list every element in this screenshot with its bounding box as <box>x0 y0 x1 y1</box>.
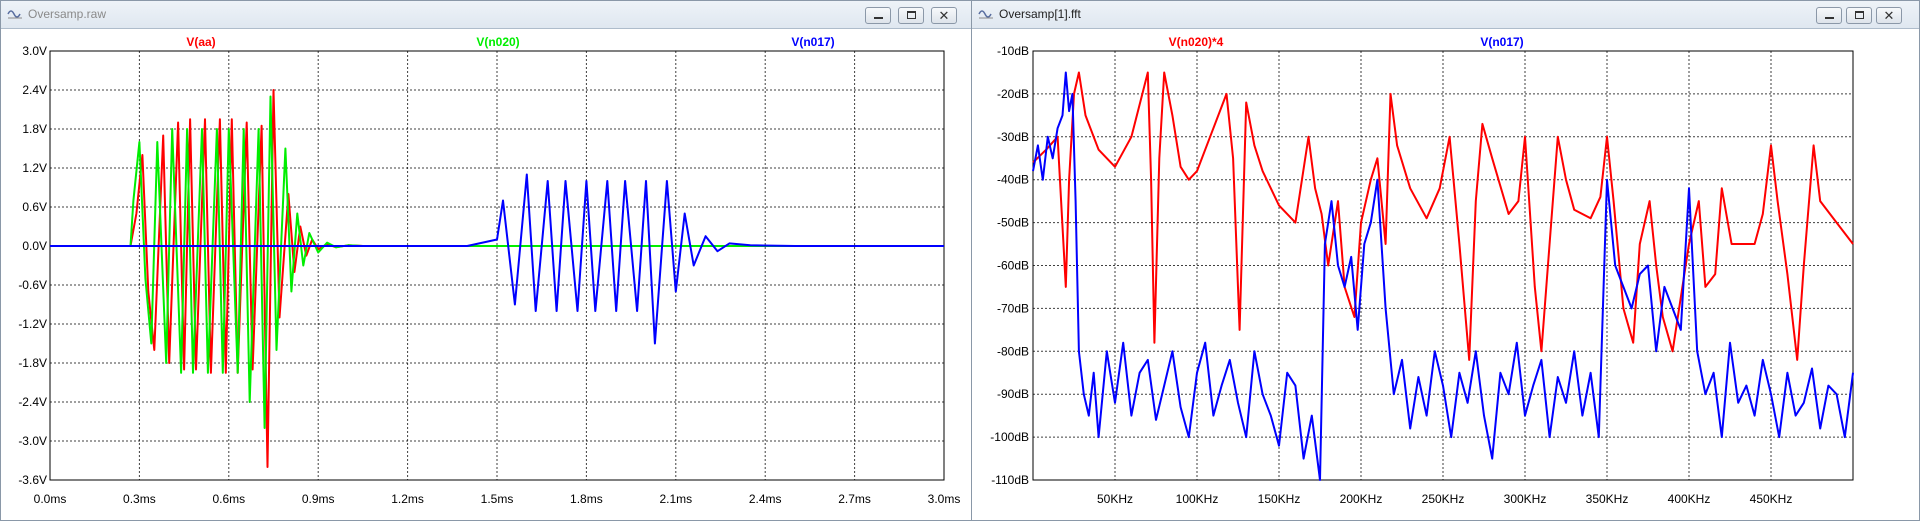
fft-close-button[interactable]: ✕ <box>1876 7 1902 24</box>
legend-entry: V(n020) <box>476 35 519 49</box>
waveform-window-title: Oversamp.raw <box>28 7 107 21</box>
legend-entry: V(n017) <box>1480 35 1523 49</box>
maximize-icon <box>907 11 916 19</box>
y-tick-label: -40dB <box>997 173 1029 187</box>
fft-plot[interactable]: -10dB -20dB -30dB -40dB -50dB -60dB -70dB -80dB… <box>972 1 1919 520</box>
x-tick-label: 450KHz <box>1750 492 1793 506</box>
x-tick-label: 0.9ms <box>302 492 335 506</box>
series-line-v-n020-4 <box>1032 71 1854 361</box>
y-tick-label: -80dB <box>997 344 1029 358</box>
waveform-window[interactable]: Oversamp.raw ✕ 3.0V 2.4V 1.8V 1.2V 0.6V 0.0V -… <box>0 0 976 521</box>
x-tick-label: 200KHz <box>1340 492 1383 506</box>
waveform-app-icon <box>7 10 22 19</box>
x-tick-label: 1.5ms <box>481 492 514 506</box>
y-tick-label: -90dB <box>997 387 1029 401</box>
x-tick-label: 0.6ms <box>212 492 245 506</box>
fft-window-title: Oversamp[1].fft <box>999 7 1081 21</box>
x-tick-label: 50KHz <box>1097 492 1133 506</box>
fft-app-icon <box>978 10 993 19</box>
fft-titlebar[interactable]: Oversamp[1].fft ✕ <box>972 1 1919 29</box>
waveform-titlebar[interactable]: Oversamp.raw ✕ <box>1 1 975 29</box>
y-tick-label: -100dB <box>990 430 1029 444</box>
x-tick-label: 300KHz <box>1504 492 1547 506</box>
x-tick-label: 250KHz <box>1422 492 1465 506</box>
y-tick-label: -3.6V <box>18 473 47 487</box>
x-tick-label: 1.2ms <box>391 492 424 506</box>
x-tick-label: 0.0ms <box>34 492 67 506</box>
y-tick-label: -110dB <box>991 473 1029 487</box>
series-line-v-n017- <box>1032 71 1854 481</box>
y-tick-label: -50dB <box>997 216 1029 230</box>
series-line-v-n020- <box>50 95 944 429</box>
waveform-close-button[interactable]: ✕ <box>931 7 957 24</box>
y-tick-label: 1.8V <box>22 122 47 136</box>
x-tick-label: 2.1ms <box>659 492 692 506</box>
x-tick-label: 0.3ms <box>123 492 156 506</box>
y-tick-label: 2.4V <box>22 83 47 97</box>
close-icon: ✕ <box>938 8 950 23</box>
fft-maximize-button[interactable] <box>1846 7 1872 24</box>
waveform-plot[interactable]: 3.0V 2.4V 1.8V 1.2V 0.6V 0.0V -0.6V -1.2V -1.8V -… <box>1 1 975 520</box>
y-tick-label: -70dB <box>997 301 1029 315</box>
y-tick-label: -1.8V <box>18 356 47 370</box>
x-tick-label: 2.4ms <box>749 492 782 506</box>
x-tick-label: 400KHz <box>1668 492 1711 506</box>
plot-frame <box>49 50 945 481</box>
y-tick-label: -10dB <box>997 44 1029 58</box>
minimize-icon <box>874 17 883 19</box>
series-line-v-n017- <box>50 173 944 345</box>
x-tick-label: 1.8ms <box>570 492 603 506</box>
y-tick-label: -0.6V <box>18 278 47 292</box>
y-tick-label: -3.0V <box>18 434 47 448</box>
y-tick-label: -30dB <box>997 130 1029 144</box>
y-tick-label: -60dB <box>997 259 1029 273</box>
minimize-icon <box>1825 17 1834 19</box>
fft-minimize-button[interactable] <box>1816 7 1842 24</box>
fft-window[interactable]: Oversamp[1].fft ✕ -10dB -20dB -30dB -40dB -5… <box>971 0 1920 521</box>
waveform-minimize-button[interactable] <box>865 7 891 24</box>
series-line-v-aa- <box>50 89 944 468</box>
y-tick-label: -1.2V <box>18 317 47 331</box>
close-icon: ✕ <box>1883 8 1895 23</box>
y-tick-label: 1.2V <box>22 161 47 175</box>
y-tick-label: 0.6V <box>22 200 47 214</box>
y-tick-label: -2.4V <box>18 395 47 409</box>
waveform-maximize-button[interactable] <box>898 7 924 24</box>
x-tick-label: 3.0ms <box>928 492 961 506</box>
y-tick-label: 3.0V <box>22 44 47 58</box>
legend-entry: V(aa) <box>186 35 215 49</box>
plot-frame <box>1032 50 1854 481</box>
y-tick-label: 0.0V <box>22 239 47 253</box>
x-tick-label: 150KHz <box>1258 492 1301 506</box>
x-tick-label: 100KHz <box>1176 492 1219 506</box>
legend-entry: V(n020)*4 <box>1169 35 1224 49</box>
x-tick-label: 2.7ms <box>838 492 871 506</box>
maximize-icon <box>1855 11 1864 19</box>
x-tick-label: 350KHz <box>1586 492 1629 506</box>
legend-entry: V(n017) <box>791 35 834 49</box>
y-tick-label: -20dB <box>997 87 1029 101</box>
